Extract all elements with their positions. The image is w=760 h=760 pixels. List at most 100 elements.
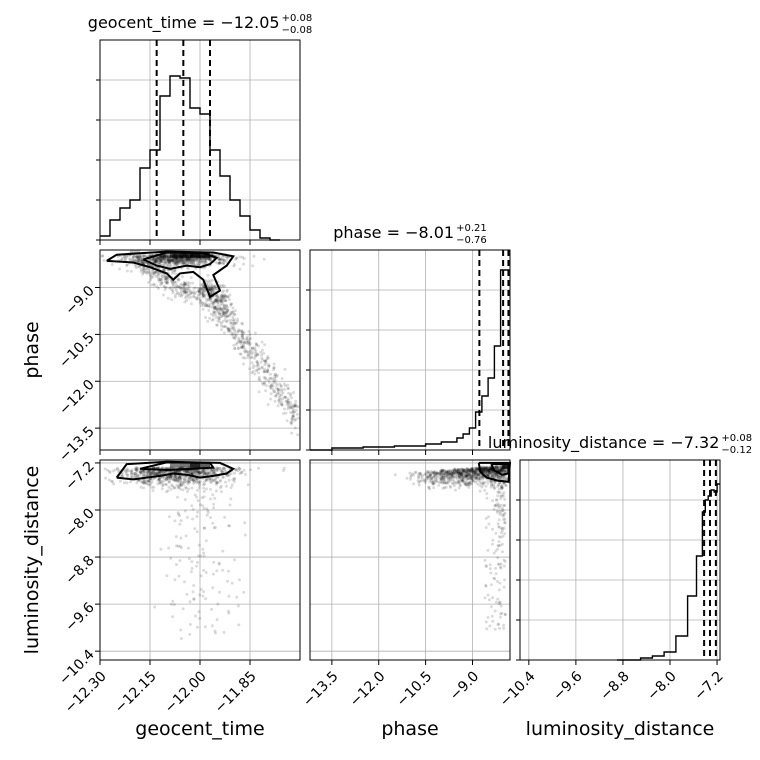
- scatter-point: [197, 486, 201, 489]
- scatter-point: [223, 467, 227, 471]
- scatter-point: [405, 476, 409, 480]
- tick-label-luminosity_distance: −9.6: [550, 668, 585, 703]
- scatter-point: [157, 276, 160, 280]
- scatter-point: [235, 595, 239, 599]
- scatter-point: [134, 259, 138, 262]
- scatter-point: [184, 258, 188, 261]
- scatter-point: [414, 470, 418, 474]
- scatter-point: [163, 274, 167, 278]
- scatter-point: [202, 590, 206, 594]
- scatter-point: [160, 255, 164, 258]
- scatter-point: [276, 404, 280, 408]
- scatter-point: [484, 467, 488, 471]
- scatter-point: [180, 262, 184, 266]
- scatter-point: [135, 468, 139, 472]
- scatter-point: [164, 260, 168, 264]
- scatter-point: [218, 480, 222, 483]
- scatter-point: [253, 348, 257, 352]
- scatter-point: [233, 313, 237, 317]
- scatter-point: [206, 319, 210, 323]
- scatter-point: [162, 268, 166, 272]
- scatter-point: [209, 297, 213, 301]
- scatter-point: [216, 261, 220, 265]
- scatter-point: [181, 488, 185, 492]
- scatter-point: [186, 267, 190, 270]
- scatter-point: [197, 292, 201, 296]
- scatter-point: [235, 256, 239, 260]
- scatter-point: [135, 254, 139, 258]
- scatter-point: [456, 481, 460, 485]
- scatter-point: [166, 259, 170, 263]
- scatter-point: [488, 567, 492, 571]
- scatter-point: [242, 590, 246, 594]
- scatter-point: [160, 277, 164, 281]
- scatter-point: [255, 352, 259, 356]
- scatter-point: [166, 259, 170, 263]
- scatter-point: [233, 558, 237, 562]
- scatter-point: [140, 260, 144, 264]
- scatter-point: [197, 286, 201, 290]
- scatter-point: [262, 257, 266, 261]
- scatter-point: [151, 257, 155, 261]
- scatter-point: [220, 296, 224, 300]
- scatter-point: [189, 292, 193, 295]
- scatter-point: [187, 296, 191, 300]
- scatter-point: [185, 260, 189, 264]
- scatter-point: [169, 602, 173, 606]
- scatter-point: [155, 285, 159, 289]
- scatter-point: [240, 255, 244, 259]
- scatter-point: [292, 414, 296, 417]
- scatter-point: [267, 380, 271, 384]
- scatter-point: [183, 300, 187, 304]
- scatter-point: [412, 473, 416, 477]
- scatter-point: [280, 393, 284, 397]
- scatter-point: [184, 281, 187, 285]
- scatter-point: [182, 259, 186, 262]
- scatter-point: [202, 568, 206, 572]
- scatter-point: [418, 471, 421, 475]
- scatter-point: [211, 287, 215, 291]
- scatter-point: [199, 258, 203, 262]
- scatter-point: [291, 414, 295, 418]
- scatter-point: [167, 259, 171, 263]
- scatter-point: [178, 261, 182, 265]
- scatter-point: [497, 518, 501, 522]
- scatter-point: [499, 469, 503, 473]
- scatter-point: [239, 339, 243, 343]
- scatter-point: [179, 478, 183, 482]
- scatter-point: [241, 336, 245, 340]
- scatter-point: [243, 349, 246, 353]
- tick-label-luminosity_distance: −8.8: [62, 553, 97, 588]
- scatter-point: [492, 487, 496, 490]
- scatter-point: [175, 479, 179, 483]
- scatter-point: [124, 257, 128, 261]
- scatter-point: [166, 258, 170, 262]
- scatter-point: [198, 289, 202, 293]
- scatter-point: [162, 255, 166, 259]
- scatter-point: [160, 481, 164, 485]
- scatter-point: [141, 261, 145, 265]
- tick-label-phase: −13.5: [300, 668, 342, 710]
- scatter-point: [173, 262, 176, 266]
- scatter-point: [189, 295, 193, 299]
- scatter-point: [248, 367, 252, 371]
- scatter-point: [155, 256, 159, 260]
- scatter-point: [496, 562, 500, 566]
- scatter-point: [459, 472, 463, 476]
- scatter-point: [158, 257, 162, 261]
- scatter-point: [179, 536, 183, 540]
- scatter-point: [178, 259, 182, 262]
- scatter-point: [242, 468, 246, 472]
- scatter-point: [211, 572, 215, 576]
- scatter-point: [241, 322, 244, 326]
- scatter-point: [232, 325, 236, 329]
- scatter-point: [222, 258, 226, 262]
- scatter-point: [154, 258, 158, 262]
- scatter-point: [163, 277, 167, 281]
- scatter-point: [162, 256, 166, 260]
- scatter-point: [491, 538, 495, 542]
- scatter-point: [176, 260, 180, 264]
- scatter-point: [175, 544, 179, 548]
- scatter-point: [175, 283, 178, 287]
- scatter-point: [283, 388, 287, 392]
